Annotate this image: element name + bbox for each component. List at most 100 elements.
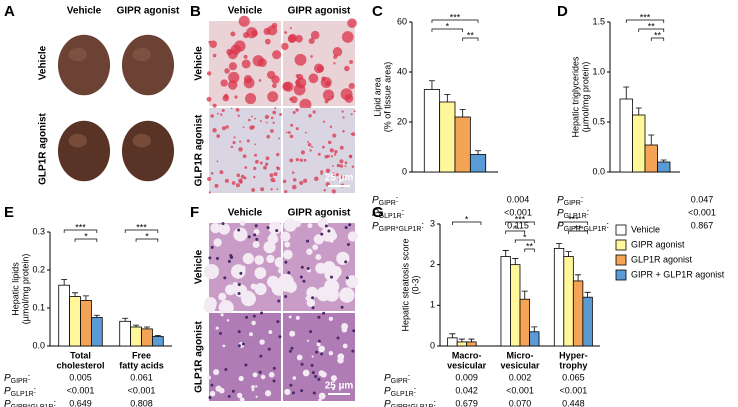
vacuole (296, 354, 303, 361)
droplet (276, 166, 280, 171)
significance-label: *** (136, 222, 147, 232)
droplet (290, 123, 294, 127)
vacuole (213, 369, 220, 376)
droplet (307, 142, 312, 147)
nucleus (288, 349, 292, 353)
droplet (207, 176, 212, 182)
vacuole (288, 315, 292, 319)
droplet (265, 121, 268, 124)
droplet (300, 150, 305, 155)
significance-label: ** (467, 30, 475, 40)
droplet (267, 91, 279, 103)
bar (632, 114, 646, 173)
y-axis-title: (% of tissue area) (382, 62, 392, 133)
tissue (209, 108, 281, 193)
y-tick-label: 20 (397, 116, 407, 126)
y-tick-label: 0.1 (32, 302, 45, 312)
droplet (351, 165, 355, 168)
error-bar (93, 314, 100, 318)
droplet (246, 27, 258, 39)
droplet (233, 136, 236, 139)
bar (119, 320, 132, 347)
vacuole (266, 254, 275, 264)
droplet (312, 110, 316, 114)
droplet (209, 40, 218, 49)
vacuole (337, 357, 344, 364)
droplet (281, 42, 289, 51)
legend-swatch (615, 254, 627, 266)
droplet (310, 30, 320, 40)
p-subscript: GIPR (379, 200, 396, 207)
droplet (206, 71, 212, 76)
vacuole (252, 241, 260, 248)
droplet (274, 107, 277, 110)
droplet (282, 179, 287, 184)
vacuole (233, 227, 248, 242)
stat-value: 0.047 (691, 194, 714, 204)
droplet (341, 110, 344, 113)
error-bar (72, 292, 79, 297)
vacuole (292, 376, 297, 380)
nucleus (309, 330, 313, 334)
error-bar (648, 134, 655, 145)
bar (529, 331, 540, 347)
nucleus (290, 346, 294, 350)
droplet (270, 116, 274, 120)
error-bar (565, 251, 572, 257)
droplet (336, 163, 341, 168)
row-header: GLP1R agonist (194, 320, 205, 392)
droplet (239, 180, 243, 184)
vacuole (332, 387, 335, 391)
micrograph (117, 21, 179, 105)
droplet (320, 172, 323, 176)
droplet (225, 125, 229, 129)
droplet (254, 153, 258, 157)
stat-value: 0.070 (509, 398, 532, 407)
p-symbol: P (4, 399, 11, 407)
droplet (258, 79, 262, 82)
stat-value: <0.001 (504, 207, 532, 217)
droplet (221, 126, 226, 131)
significance-bracket (462, 37, 479, 41)
droplet (324, 99, 329, 104)
vacuole (312, 244, 319, 251)
droplet (272, 110, 277, 115)
p-subscript: GIPR*GLP1R (379, 226, 422, 233)
vacuole (251, 385, 255, 389)
droplet (333, 153, 337, 156)
bar (439, 101, 456, 173)
vacuole (342, 343, 348, 349)
x-tick-label: vesicular (500, 360, 540, 370)
vacuole (322, 260, 336, 274)
droplet (303, 178, 308, 183)
panel-letter: A (4, 3, 15, 20)
liver-shine (68, 133, 88, 148)
droplet (351, 132, 356, 137)
nucleus (314, 374, 318, 378)
vacuole (277, 267, 284, 274)
droplet (244, 166, 248, 169)
significance-label: ** (648, 21, 656, 31)
droplet (235, 107, 240, 112)
nucleus (229, 255, 233, 259)
droplet (234, 40, 246, 52)
droplet (292, 110, 296, 115)
tissue (209, 313, 281, 401)
nucleus (346, 242, 350, 246)
droplet (220, 79, 228, 87)
droplet (295, 34, 303, 43)
error-bar (459, 109, 466, 117)
significance-label: ** (575, 223, 583, 233)
vacuole (328, 316, 333, 322)
error-bar (623, 86, 630, 99)
significance-bracket (74, 238, 98, 242)
droplet (295, 157, 300, 162)
nucleus (241, 342, 245, 346)
row-header: Vehicle (194, 249, 205, 284)
droplet (348, 82, 355, 90)
droplet (332, 47, 343, 57)
p-sep: : (414, 385, 417, 395)
x-tick-label: vesicular (447, 360, 487, 370)
liver (121, 120, 175, 182)
droplet (228, 71, 240, 84)
